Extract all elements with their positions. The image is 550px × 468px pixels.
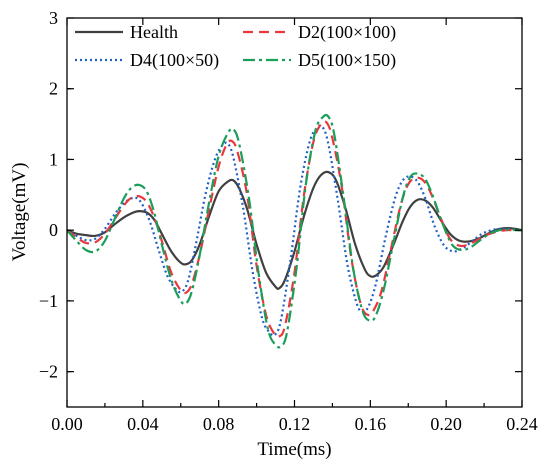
- series-line-2: [67, 126, 522, 336]
- y-tick-label: 0: [49, 220, 58, 240]
- y-tick-label: 1: [49, 149, 58, 169]
- legend-label-3: D5(100×150): [298, 50, 396, 71]
- legend-label-1: D2(100×100): [298, 22, 396, 43]
- y-axis-title: Voltage(mV): [9, 163, 30, 262]
- x-tick-label: 0.00: [51, 414, 83, 434]
- x-tick-label: 0.08: [203, 414, 235, 434]
- y-tick-label: −2: [39, 362, 58, 382]
- x-tick-label: 0.04: [127, 414, 159, 434]
- legend: Health D2(100×100) D4(100×50) D5(100×150): [75, 22, 396, 71]
- y-tick-label: −1: [39, 291, 58, 311]
- series-line-1: [67, 121, 522, 336]
- y-tick-label: 2: [49, 79, 58, 99]
- series-layer: [67, 115, 522, 347]
- x-tick-label: 0.12: [279, 414, 311, 434]
- x-tick-label: 0.20: [430, 414, 462, 434]
- legend-label-2: D4(100×50): [130, 50, 219, 71]
- x-tick-label: 0.16: [355, 414, 387, 434]
- legend-label-0: Health: [130, 22, 178, 42]
- x-axis-title: Time(ms): [257, 439, 331, 460]
- x-tick-label: 0.24: [506, 414, 538, 434]
- y-tick-label: 3: [49, 8, 58, 28]
